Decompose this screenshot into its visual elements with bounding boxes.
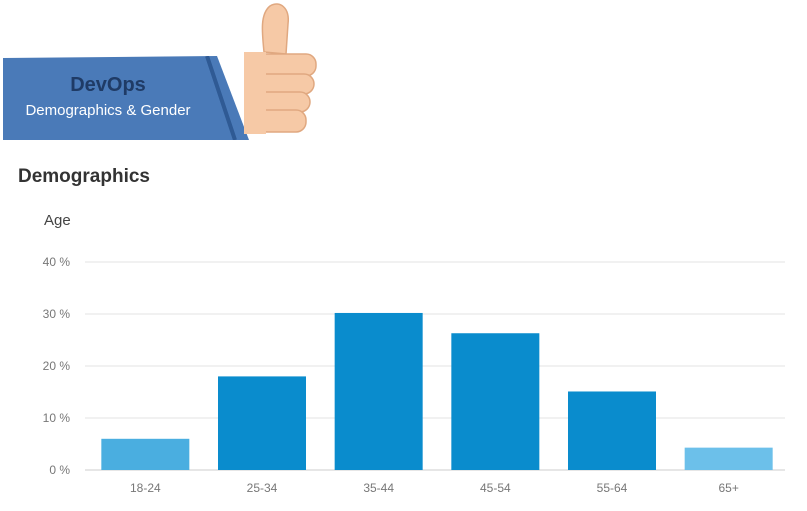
age-bar-chart: 0 % 10 % 20 % 30 % 40 % 18-24 25-34 35-44 45-54 5…	[43, 255, 785, 495]
bar-18-24	[101, 438, 190, 470]
x-tick-label: 65+	[718, 481, 738, 495]
y-axis-title: Age	[44, 212, 71, 229]
section-title: Demographics	[18, 166, 150, 187]
x-tick-label: 55-64	[597, 481, 628, 495]
x-tick-label: 45-54	[480, 481, 511, 495]
banner: DevOps Demographics & Gender	[0, 0, 340, 145]
bar-25-34	[218, 376, 306, 470]
bar-65+	[684, 447, 773, 470]
bar-55-64	[568, 391, 656, 470]
x-tick-label: 25-34	[247, 481, 278, 495]
banner-sleeve	[3, 56, 249, 140]
y-tick-label: 10 %	[43, 411, 71, 425]
y-tick-label: 0 %	[49, 463, 70, 477]
y-tick-label: 40 %	[43, 255, 71, 269]
banner-subtitle: Demographics & Gender	[25, 102, 191, 119]
y-tick-label: 30 %	[43, 307, 71, 321]
bar-45-54	[451, 333, 540, 470]
y-tick-label: 20 %	[43, 359, 71, 373]
thumbs-up-icon	[244, 3, 317, 134]
x-tick-label: 35-44	[363, 481, 394, 495]
banner-title: DevOps	[70, 74, 146, 96]
x-tick-label: 18-24	[130, 481, 161, 495]
bar-35-44	[334, 312, 423, 470]
